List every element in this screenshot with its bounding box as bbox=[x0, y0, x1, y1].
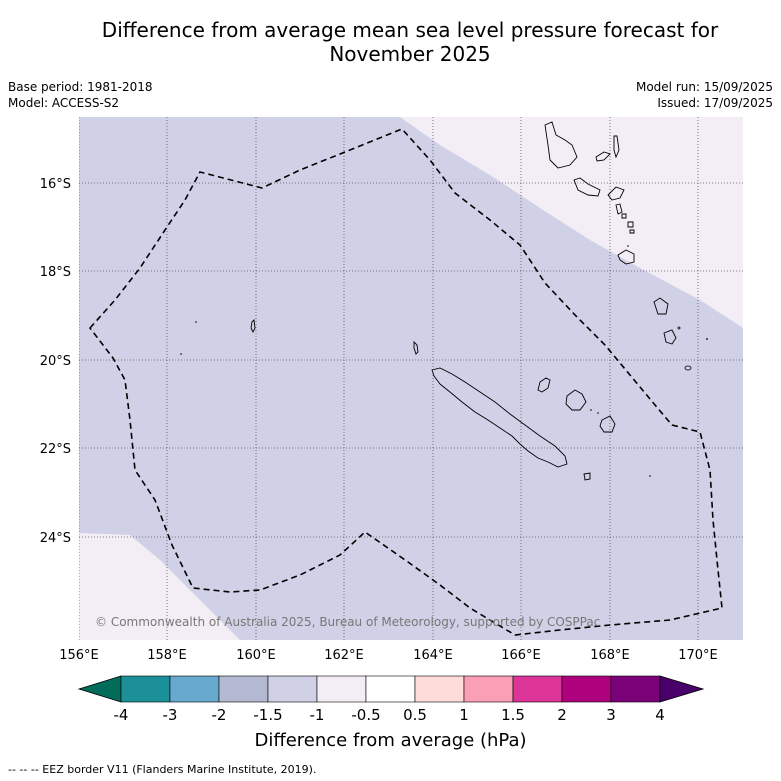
loyalty-island-ouvea bbox=[537, 377, 551, 393]
vanuatu-efate bbox=[617, 249, 635, 265]
vanuatu-maewo bbox=[613, 135, 620, 159]
eez-legend: -- -- -- EEZ border V11 (Flanders Marine… bbox=[8, 763, 317, 776]
colorbar-label: Difference from average (hPa) bbox=[254, 730, 527, 751]
vanuatu-espiritu-santo bbox=[544, 121, 578, 169]
lat-label: 16°S bbox=[40, 177, 71, 192]
colorbar-segment bbox=[414, 675, 465, 703]
title-line-2: November 2025 bbox=[329, 42, 491, 66]
colorbar-segment bbox=[610, 675, 661, 703]
new-caledonia-main-island bbox=[431, 367, 568, 468]
lon-label: 164°E bbox=[413, 648, 453, 663]
small-island bbox=[706, 338, 708, 340]
vanuatu-small-islands bbox=[621, 213, 635, 234]
lon-label: 166°E bbox=[501, 648, 541, 663]
vanuatu-erromango bbox=[653, 297, 669, 315]
lon-label: 168°E bbox=[590, 648, 630, 663]
colorbar: -4 -3 -2 -1.5 -1 -0.5 0.5 1 1.5 2 3 4 bbox=[77, 675, 705, 724]
colorbar-segment bbox=[267, 675, 318, 703]
vanuatu-malekula bbox=[573, 177, 601, 197]
longitude-labels: 156°E 158°E 160°E 162°E 164°E 166°E 168°… bbox=[59, 648, 718, 663]
chart-title: Difference from average mean sea level p… bbox=[40, 18, 780, 66]
base-period: Base period: 1981-2018 bbox=[8, 80, 153, 94]
positive-anomaly-region-south-west bbox=[79, 533, 240, 640]
colorbar-low-extend bbox=[77, 675, 122, 703]
loyalty-island-lifou bbox=[565, 389, 587, 411]
gridlines bbox=[79, 117, 743, 640]
chesterfield-islands bbox=[250, 319, 256, 334]
small-island bbox=[195, 321, 197, 323]
colorbar-tick-label: -0.5 bbox=[351, 706, 380, 724]
vanuatu-epi bbox=[615, 203, 623, 215]
small-island bbox=[627, 245, 629, 247]
colorbar-segment bbox=[512, 675, 563, 703]
colorbar-tick-label: -2 bbox=[212, 706, 227, 724]
colorbar-segment bbox=[316, 675, 367, 703]
colorbar-tick-label: -1 bbox=[310, 706, 325, 724]
colorbar-segments bbox=[120, 675, 661, 703]
belep-islands bbox=[413, 340, 419, 355]
vanuatu-pentecost bbox=[607, 186, 625, 201]
small-island bbox=[590, 409, 592, 411]
colorbar-segment bbox=[169, 675, 220, 703]
colorbar-tick-label: 1.5 bbox=[501, 706, 525, 724]
vanuatu-aneityum bbox=[684, 365, 692, 371]
small-island bbox=[677, 326, 681, 330]
lon-label: 158°E bbox=[147, 648, 187, 663]
small-island bbox=[597, 412, 599, 414]
meta-left: Base period: 1981-2018 Model: ACCESS-S2 bbox=[8, 79, 153, 111]
colorbar-segment bbox=[365, 675, 416, 703]
positive-anomaly-region-north-east bbox=[400, 117, 743, 328]
lat-label: 22°S bbox=[40, 442, 71, 457]
issued-date: Issued: 17/09/2025 bbox=[657, 96, 773, 110]
lon-label: 156°E bbox=[59, 648, 99, 663]
lon-label: 162°E bbox=[324, 648, 364, 663]
colorbar-tick-label: 1 bbox=[459, 706, 469, 724]
model-name: Model: ACCESS-S2 bbox=[8, 96, 120, 110]
model-run: Model run: 15/09/2025 bbox=[635, 80, 773, 94]
lat-label: 18°S bbox=[40, 265, 71, 280]
small-island bbox=[180, 353, 182, 355]
lon-label: 160°E bbox=[236, 648, 276, 663]
map-area: © Commonwealth of Australia 2025, Bureau… bbox=[79, 117, 743, 640]
colorbar-high-extend bbox=[659, 675, 705, 703]
colorbar-tick-label: 4 bbox=[655, 706, 665, 724]
colorbar-segment bbox=[120, 675, 171, 703]
colorbar-tick-label: -3 bbox=[163, 706, 178, 724]
vanuatu-ambae bbox=[595, 151, 611, 162]
title-line-1: Difference from average mean sea level p… bbox=[101, 18, 719, 42]
colorbar-segment bbox=[463, 675, 514, 703]
isle-of-pines bbox=[583, 472, 591, 481]
loyalty-island-mare bbox=[599, 415, 616, 433]
lat-label: 20°S bbox=[40, 354, 71, 369]
colorbar-tick-label: 0.5 bbox=[403, 706, 427, 724]
colorbar-segment bbox=[561, 675, 612, 703]
colorbar-tick-label: -1.5 bbox=[253, 706, 282, 724]
latitude-labels: 16°S 18°S 20°S 22°S 24°S bbox=[40, 177, 71, 546]
lat-label: 24°S bbox=[40, 531, 71, 546]
eez-border bbox=[88, 128, 723, 636]
colorbar-segment bbox=[218, 675, 269, 703]
lon-label: 170°E bbox=[678, 648, 718, 663]
vanuatu-tanna bbox=[663, 329, 677, 345]
meta-right: Model run: 15/09/2025 Issued: 17/09/2025 bbox=[636, 79, 773, 111]
walpole-island bbox=[649, 475, 651, 477]
colorbar-tick-label: 3 bbox=[606, 706, 616, 724]
copyright-notice: © Commonwealth of Australia 2025, Bureau… bbox=[95, 615, 600, 629]
colorbar-tick-label: 2 bbox=[557, 706, 567, 724]
colorbar-tick-labels: -4 -3 -2 -1.5 -1 -0.5 0.5 1 1.5 2 3 4 bbox=[114, 706, 665, 724]
colorbar-tick-label: -4 bbox=[114, 706, 129, 724]
